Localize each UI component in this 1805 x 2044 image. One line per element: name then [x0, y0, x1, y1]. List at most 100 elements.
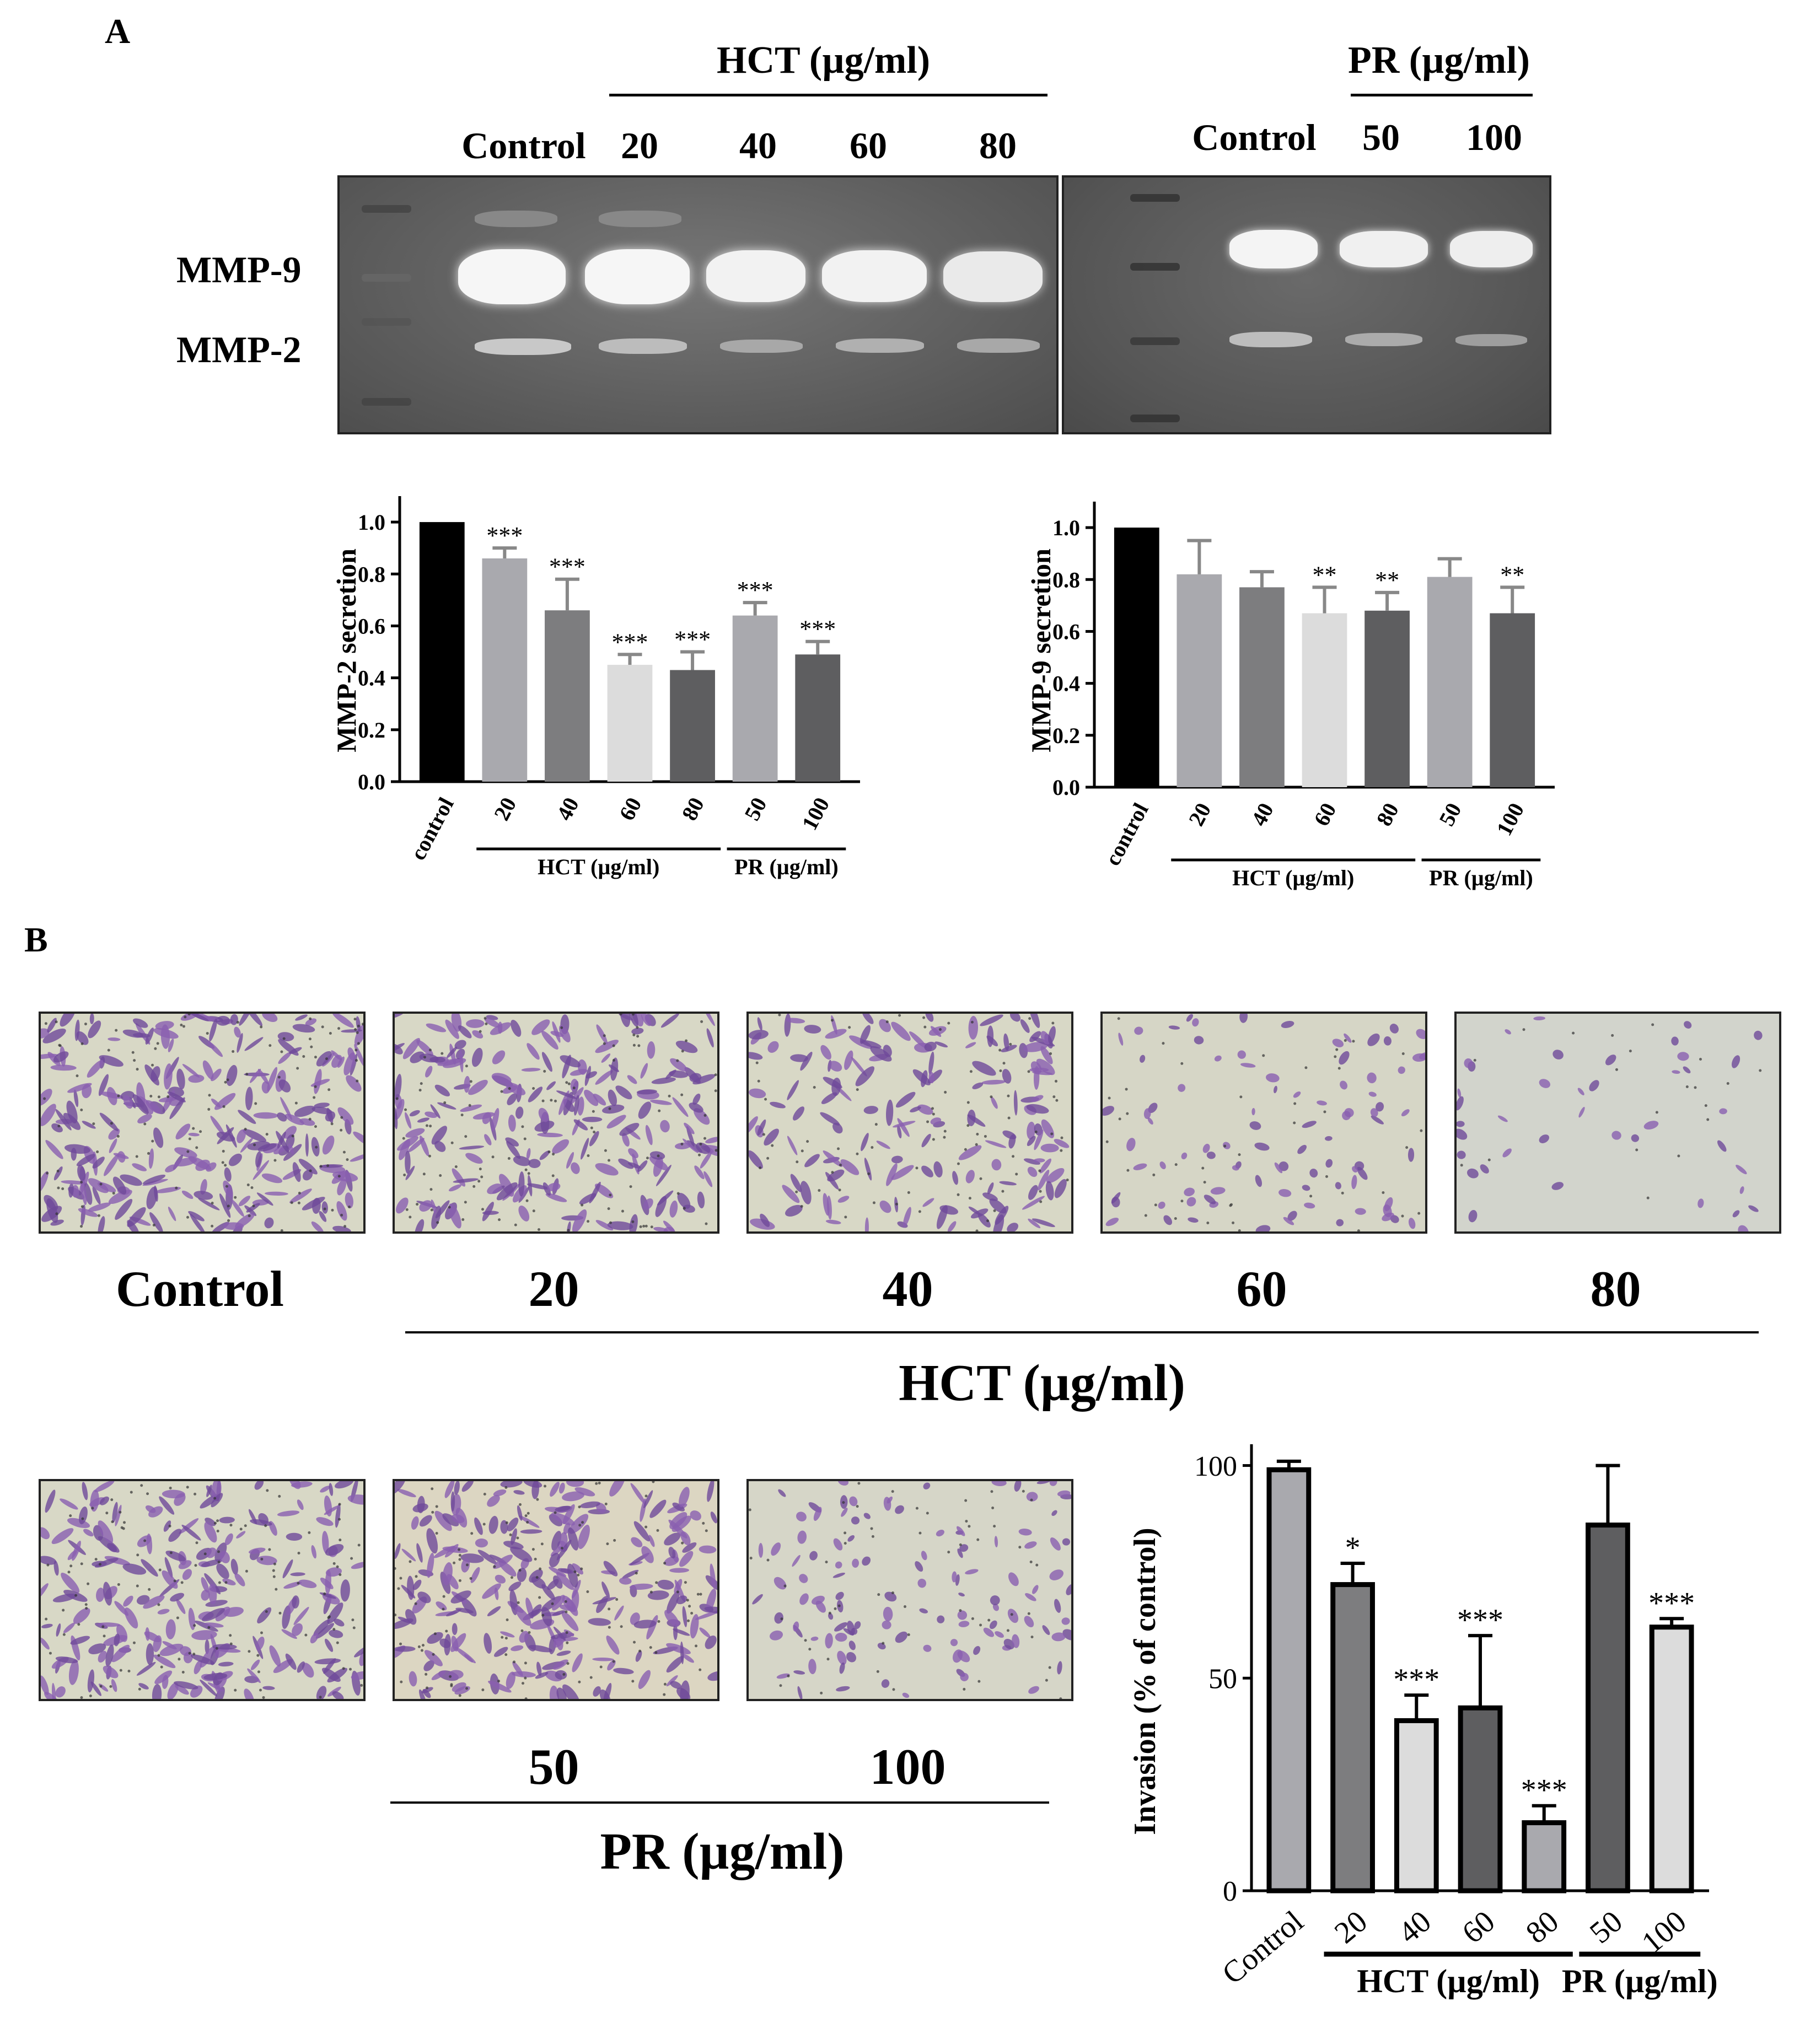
- cell: [162, 1570, 178, 1589]
- pore: [998, 1048, 1002, 1052]
- cell: [1045, 1181, 1054, 1201]
- pore: [216, 1529, 219, 1532]
- cell: [1008, 1134, 1016, 1149]
- cell: [425, 1111, 438, 1118]
- cell: [234, 1026, 241, 1038]
- cell: [405, 1150, 411, 1174]
- cell: [531, 1576, 546, 1589]
- cell: [703, 1171, 713, 1187]
- cell: [839, 1662, 845, 1674]
- cell: [518, 1515, 540, 1528]
- pore: [85, 1607, 88, 1610]
- cell: [1232, 1165, 1239, 1171]
- cell: [846, 1652, 856, 1663]
- x-tick-label: 50: [1434, 799, 1466, 830]
- group-label: HCT (µg/ml): [1357, 1963, 1540, 1999]
- cell: [637, 1160, 648, 1172]
- cell: [670, 1058, 687, 1072]
- x-tick-label: 60: [1456, 1904, 1502, 1950]
- pore: [268, 1044, 272, 1047]
- cell: [1027, 1121, 1035, 1140]
- gel-lane-label: 80: [979, 125, 1017, 166]
- cell: [615, 1085, 632, 1100]
- cell: [682, 1654, 694, 1663]
- pore: [248, 1214, 251, 1218]
- cell: [458, 1025, 472, 1039]
- bar: [419, 522, 465, 782]
- cell: [174, 1147, 197, 1158]
- pore: [442, 1607, 445, 1611]
- cell: [292, 1024, 315, 1033]
- cell: [188, 1607, 195, 1631]
- cell: [638, 1101, 652, 1119]
- pore: [122, 1527, 125, 1530]
- pore: [1238, 1229, 1241, 1231]
- pore: [266, 1489, 269, 1492]
- cell: [68, 1659, 79, 1685]
- cell: [1049, 1569, 1064, 1580]
- cell: [933, 1161, 943, 1177]
- cell: [921, 1165, 933, 1177]
- cell: [1254, 1142, 1270, 1151]
- cell: [437, 1102, 456, 1110]
- cell: [609, 1481, 625, 1497]
- pore: [943, 1136, 946, 1139]
- cell: [243, 1129, 267, 1142]
- pore: [639, 1225, 642, 1228]
- cell: [1159, 1161, 1166, 1170]
- bar: [1490, 613, 1535, 787]
- pore: [105, 1512, 109, 1515]
- gel-lane-label: 50: [1362, 116, 1400, 158]
- pore: [187, 1014, 191, 1016]
- cell: [837, 1196, 850, 1203]
- cell: [80, 1181, 87, 1206]
- pore: [207, 1107, 211, 1111]
- cell: [123, 1595, 133, 1607]
- pore: [966, 1124, 970, 1127]
- pore: [428, 1048, 432, 1052]
- cell: [305, 1133, 309, 1157]
- cell: [419, 1053, 439, 1063]
- pore: [703, 1114, 707, 1117]
- cell: [1001, 1045, 1017, 1052]
- pore: [581, 1203, 584, 1207]
- pore: [262, 1696, 265, 1699]
- pore: [1144, 1214, 1147, 1217]
- cell: [710, 1563, 716, 1589]
- cell: [1051, 1632, 1066, 1642]
- photo-label: 60: [1236, 1261, 1287, 1317]
- cell: [1054, 1599, 1061, 1613]
- cell: [325, 1567, 342, 1577]
- pore: [589, 1676, 593, 1679]
- pore: [749, 1557, 753, 1560]
- cell: [205, 1600, 228, 1607]
- pore: [91, 1507, 94, 1510]
- cell: [682, 1138, 699, 1153]
- x-tick-label: 20: [1328, 1904, 1374, 1950]
- pore: [236, 1021, 239, 1024]
- pore: [999, 1069, 1002, 1072]
- cell: [186, 1014, 209, 1021]
- cell: [152, 1683, 162, 1699]
- cell: [331, 1055, 342, 1068]
- cell: [255, 1151, 262, 1168]
- cell: [571, 1579, 581, 1599]
- x-tick-label: 80: [1372, 799, 1404, 830]
- cell: [628, 1014, 638, 1027]
- cell: [334, 1618, 345, 1627]
- cell: [416, 1040, 433, 1056]
- cell: [957, 1610, 968, 1620]
- photo-label: 40: [882, 1261, 933, 1317]
- cell: [1202, 1143, 1210, 1153]
- pore: [595, 1482, 598, 1485]
- cell: [202, 1607, 225, 1622]
- cell: [238, 1110, 256, 1124]
- pore: [493, 1565, 496, 1568]
- cell: [518, 1171, 525, 1197]
- cell: [508, 1115, 516, 1132]
- pore: [416, 1203, 419, 1206]
- cell: [808, 1659, 816, 1675]
- pore: [409, 1560, 412, 1563]
- cell: [204, 1521, 217, 1543]
- cell: [1027, 1166, 1038, 1177]
